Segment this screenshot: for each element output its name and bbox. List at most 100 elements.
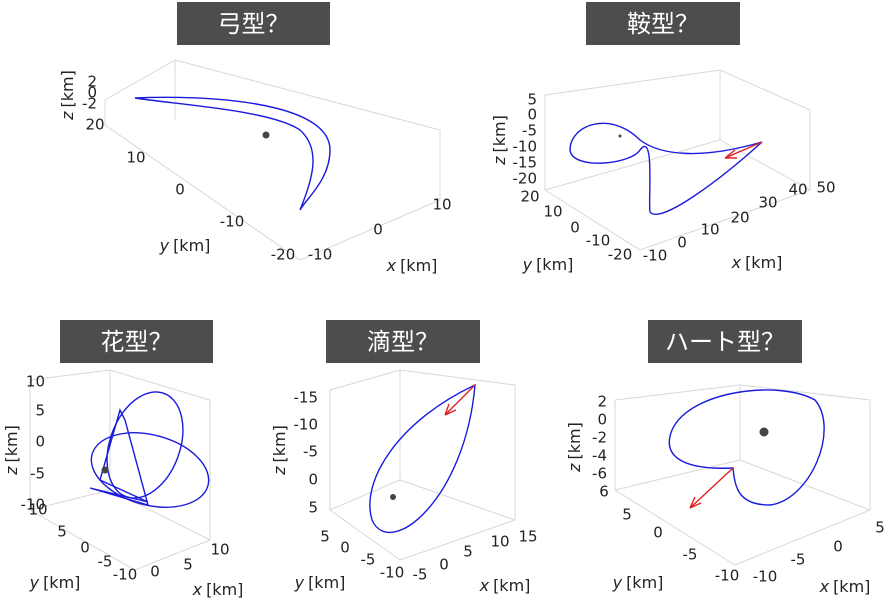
- trajectory: [90, 432, 210, 508]
- x-tick-label: 5: [463, 543, 473, 561]
- x-tick-label: 10: [210, 541, 229, 559]
- y-axis-label: y [km]: [159, 236, 211, 255]
- y-tick-label: 10: [126, 149, 145, 167]
- z-tick-label: -15: [294, 389, 319, 407]
- panel-title: 鞍型？: [627, 10, 699, 38]
- x-tick-label: 10: [490, 533, 509, 551]
- y-tick-label: -5: [361, 551, 376, 569]
- z-tick-label: 5: [35, 402, 45, 420]
- axis-variable: z: [270, 466, 289, 476]
- x-axis-label: x [km]: [819, 577, 871, 596]
- axis-variable: y: [612, 573, 623, 592]
- y-tick-label: -20: [608, 246, 633, 264]
- panel-title: 弓型？: [218, 10, 290, 38]
- y-tick-label: 6: [599, 483, 609, 501]
- y-tick-label: -10: [113, 566, 138, 584]
- axis-unit: [km]: [833, 577, 870, 596]
- title-box: [648, 320, 802, 363]
- body: [101, 466, 109, 474]
- panel: ハート型？20-2-4-6z[km]650-5-10y [km] -10-505x[…: [565, 320, 885, 596]
- x-tick-label: 20: [730, 209, 749, 227]
- z-tick-label: -2: [82, 95, 97, 113]
- y-tick-label: -5: [98, 553, 113, 571]
- axis-variable: y: [294, 573, 305, 592]
- y-tick-label: 10: [28, 501, 47, 519]
- axis-unit: [km]: [400, 256, 437, 275]
- y-tick-label: 0: [570, 219, 580, 237]
- axis-unit: [km]: [173, 236, 210, 255]
- axis-unit: [km]: [626, 573, 663, 592]
- arrow: [689, 467, 734, 509]
- panel-title: 花型？: [101, 328, 173, 356]
- x-tick-label: -10: [308, 246, 333, 264]
- trajectory: [668, 389, 825, 506]
- x-axis-label: x [km]: [479, 576, 531, 595]
- y-tick-label: -10: [380, 564, 405, 582]
- axis-unit: [km]: [206, 580, 243, 599]
- axis-unit: [km]: [490, 115, 509, 152]
- x-axis-label: x [km]: [192, 580, 244, 599]
- z-tick-label: -10: [294, 416, 319, 434]
- title-box: [60, 320, 213, 363]
- z-tick-label: -5: [30, 465, 45, 483]
- z-tick-label: 0: [87, 84, 97, 102]
- axis-unit: [km]: [2, 425, 21, 462]
- z-axis-label: z [km]: [2, 425, 21, 476]
- axis-unit: [km]: [493, 576, 530, 595]
- trajectory: [134, 96, 331, 211]
- x-tick-label: 15: [518, 528, 537, 546]
- axis-variable: y: [29, 573, 40, 592]
- body: [759, 427, 769, 437]
- y-tick-label: -10: [220, 213, 245, 231]
- y-tick-label: 20: [85, 116, 104, 134]
- z-tick-label: 2: [87, 73, 97, 91]
- panel-title: 滴型？: [367, 328, 439, 356]
- x-tick-label: 0: [150, 563, 160, 581]
- z-tick-label: -20: [513, 170, 538, 188]
- x-tick-label: 50: [816, 179, 835, 197]
- z-axis-label: z [km]: [565, 422, 584, 473]
- axis-variable: x: [479, 576, 490, 595]
- y-tick-label: 0: [653, 524, 663, 542]
- axis-unit: [km]: [308, 573, 345, 592]
- z-tick-label: -6: [592, 465, 607, 483]
- body: [618, 134, 622, 138]
- x-tick-label: -5: [791, 551, 806, 569]
- z-tick-label: 0: [35, 433, 45, 451]
- y-axis-label: y [km]: [612, 573, 664, 592]
- y-tick-label: 5: [622, 506, 632, 524]
- trajectory: [569, 122, 763, 215]
- y-tick-label: 5: [57, 523, 67, 541]
- z-tick-label: 0: [308, 471, 318, 489]
- z-axis-label: z [km]: [58, 70, 77, 121]
- axis-variable: y: [159, 236, 170, 255]
- axis-variable: x: [819, 577, 830, 596]
- x-tick-label: 5: [183, 556, 193, 574]
- x-tick-label: 0: [439, 556, 449, 574]
- z-tick-label: -5: [303, 443, 318, 461]
- y-tick-label: -10: [586, 232, 611, 250]
- axis-unit: [km]: [536, 255, 573, 274]
- y-tick-label: 0: [80, 539, 90, 557]
- x-tick-label: -10: [753, 568, 778, 586]
- z-tick-label: 5: [527, 91, 537, 109]
- axis-variable: z: [2, 466, 21, 476]
- z-axis-label: z [km]: [490, 115, 509, 166]
- x-axis-label: x [km]: [386, 256, 438, 275]
- z-tick-label: -2: [592, 429, 607, 447]
- axis-variable: z: [490, 156, 509, 166]
- panel-title: ハート型？: [665, 328, 785, 356]
- y-tick-label: 5: [320, 528, 330, 546]
- z-tick-label: 0: [597, 411, 607, 429]
- z-tick-label: -15: [513, 154, 538, 172]
- axis-unit: [km]: [565, 422, 584, 459]
- trajectories: [89, 96, 825, 533]
- x-tick-label: 10: [700, 221, 719, 239]
- body: [262, 131, 270, 139]
- arrow: [724, 141, 763, 159]
- title-box: [586, 2, 740, 45]
